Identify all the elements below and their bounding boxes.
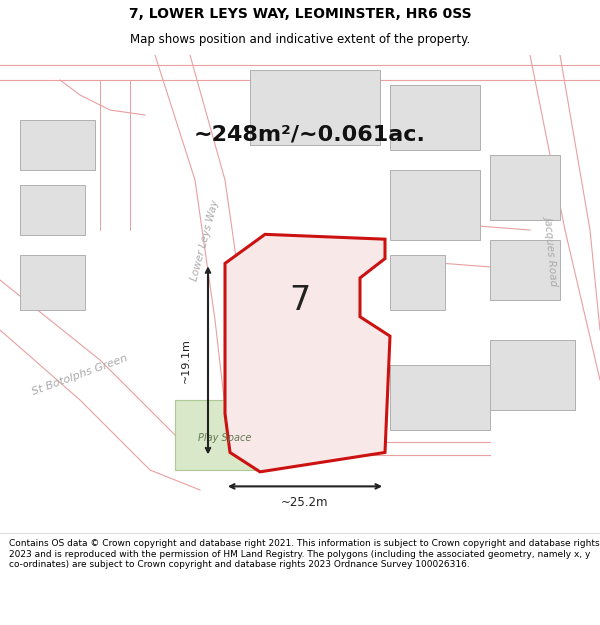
Bar — [390, 255, 445, 310]
Text: Contains OS data © Crown copyright and database right 2021. This information is : Contains OS data © Crown copyright and d… — [9, 539, 599, 569]
Text: Map shows position and indicative extent of the property.: Map shows position and indicative extent… — [130, 33, 470, 46]
Text: Jacques Road: Jacques Road — [544, 215, 560, 285]
Bar — [20, 120, 95, 170]
Text: ~248m²/~0.061ac.: ~248m²/~0.061ac. — [194, 125, 426, 145]
Bar — [490, 340, 575, 410]
Text: Play Space: Play Space — [199, 433, 251, 443]
Text: 7, LOWER LEYS WAY, LEOMINSTER, HR6 0SS: 7, LOWER LEYS WAY, LEOMINSTER, HR6 0SS — [128, 7, 472, 21]
Bar — [20, 185, 85, 235]
Bar — [390, 365, 490, 430]
Text: ~25.2m: ~25.2m — [281, 496, 329, 509]
Bar — [390, 170, 480, 240]
Bar — [390, 85, 480, 150]
Bar — [250, 70, 380, 145]
Text: Lower Leys Way: Lower Leys Way — [190, 198, 221, 282]
Polygon shape — [225, 234, 390, 472]
Bar — [20, 255, 85, 310]
Bar — [490, 240, 560, 300]
Bar — [490, 155, 560, 220]
Polygon shape — [175, 400, 275, 470]
Text: 7: 7 — [289, 284, 311, 316]
Text: ~19.1m: ~19.1m — [181, 338, 191, 382]
Text: St Botolphs Green: St Botolphs Green — [31, 353, 129, 397]
